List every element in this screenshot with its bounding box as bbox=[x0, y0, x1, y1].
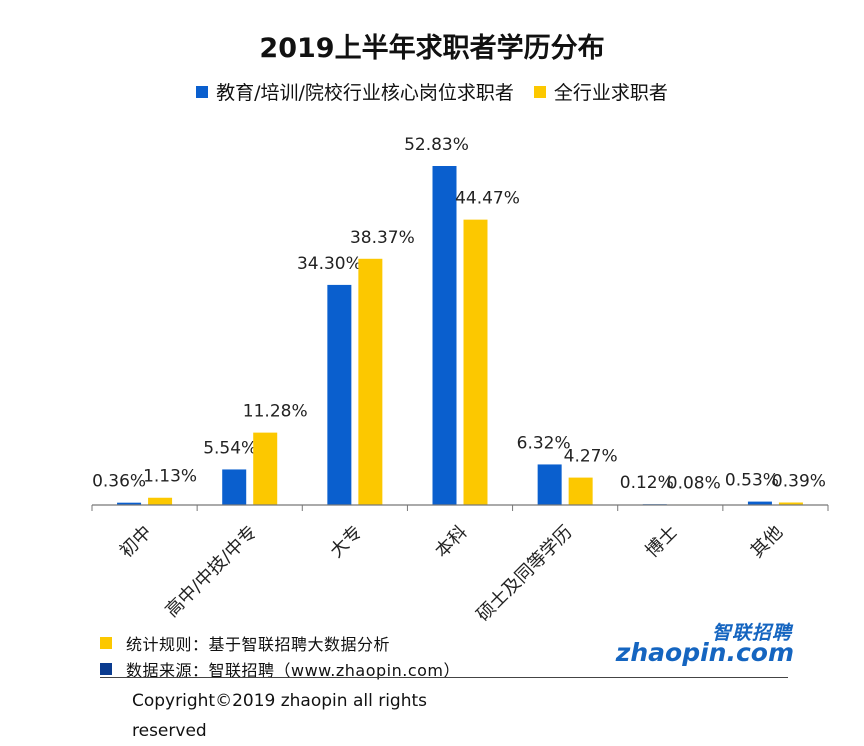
note-rule: 统计规则：基于智联招聘大数据分析 bbox=[100, 630, 460, 656]
bar-value-label: 4.27% bbox=[564, 447, 618, 467]
legend-label-education: 教育/培训/院校行业核心岗位求职者 bbox=[216, 82, 514, 104]
notes: 统计规则：基于智联招聘大数据分析 数据来源：智联招聘（www.zhaopin.c… bbox=[100, 630, 460, 682]
bar-all-industry bbox=[568, 477, 593, 505]
legend-label-all-industry: 全行业求职者 bbox=[553, 82, 668, 104]
note-source-swatch bbox=[100, 663, 112, 675]
note-rule-text: 统计规则：基于智联招聘大数据分析 bbox=[126, 635, 391, 654]
chart-title: 2019上半年求职者学历分布 bbox=[259, 33, 605, 64]
divider-line bbox=[100, 677, 788, 678]
legend: 教育/培训/院校行业核心岗位求职者 全行业求职者 bbox=[0, 78, 864, 105]
x-tick-label: 博士 bbox=[642, 522, 682, 562]
legend-swatch-yellow bbox=[533, 85, 546, 98]
bar-value-label: 44.47% bbox=[455, 189, 520, 209]
logo-chinese-text: 智联招聘 bbox=[711, 622, 792, 644]
note-source-text: 数据来源：智联招聘（www.zhaopin.com） bbox=[126, 661, 461, 680]
bar-value-label: 0.08% bbox=[667, 473, 721, 493]
bar-value-label: 52.83% bbox=[404, 135, 469, 155]
bar-all-industry bbox=[778, 502, 803, 505]
legend-item-all-industry: 全行业求职者 bbox=[533, 78, 668, 105]
x-tick-label: 大专 bbox=[326, 522, 366, 562]
zhaopin-logo: 智联招聘 zhaopin.com bbox=[616, 618, 798, 670]
bar-value-label: 0.53% bbox=[725, 471, 779, 491]
legend-item-education: 教育/培训/院校行业核心岗位求职者 bbox=[196, 78, 514, 105]
bar-education bbox=[432, 166, 457, 505]
bar-value-label: 0.12% bbox=[620, 473, 674, 493]
x-tick-label: 本科 bbox=[431, 522, 471, 562]
x-tick-label: 硕士及同等学历 bbox=[473, 522, 577, 626]
bar-value-label: 34.30% bbox=[297, 254, 362, 274]
bar-chart: 0.36%1.13% 初中 5.54% 11.28% 高中/中技/中专 34.30% 38.… bbox=[91, 135, 829, 626]
bar-value-label: 1.13% bbox=[143, 467, 197, 487]
x-tick-label: 其他 bbox=[747, 522, 787, 562]
bar-value-label: 0.36% bbox=[92, 472, 146, 492]
bar-value-label: 5.54% bbox=[203, 438, 257, 458]
bar-education bbox=[327, 284, 352, 505]
x-tick-label: 初中 bbox=[116, 522, 156, 562]
note-rule-swatch bbox=[100, 637, 112, 649]
x-tick-label: 高中/中技/中专 bbox=[161, 522, 261, 622]
note-source: 数据来源：智联招聘（www.zhaopin.com） bbox=[100, 656, 460, 682]
bar-all-industry bbox=[358, 258, 383, 505]
bar-education bbox=[117, 502, 142, 505]
copyright-text: Copyright©2019 zhaopin all rights reserv… bbox=[132, 691, 428, 741]
logo-english-text: zhaopin.com bbox=[615, 638, 794, 667]
bar-value-label: 6.32% bbox=[517, 433, 571, 453]
bar-all-industry bbox=[148, 497, 173, 505]
bar-education bbox=[747, 501, 772, 505]
bar-value-label: 11.28% bbox=[243, 402, 308, 422]
legend-swatch-blue bbox=[196, 85, 209, 98]
bar-value-label: 38.37% bbox=[350, 228, 415, 248]
bar-education bbox=[222, 469, 247, 505]
bar-all-industry bbox=[253, 432, 278, 505]
bar-value-label: 0.39% bbox=[772, 471, 826, 491]
bar-education bbox=[537, 464, 562, 505]
bar-all-industry bbox=[463, 219, 488, 505]
